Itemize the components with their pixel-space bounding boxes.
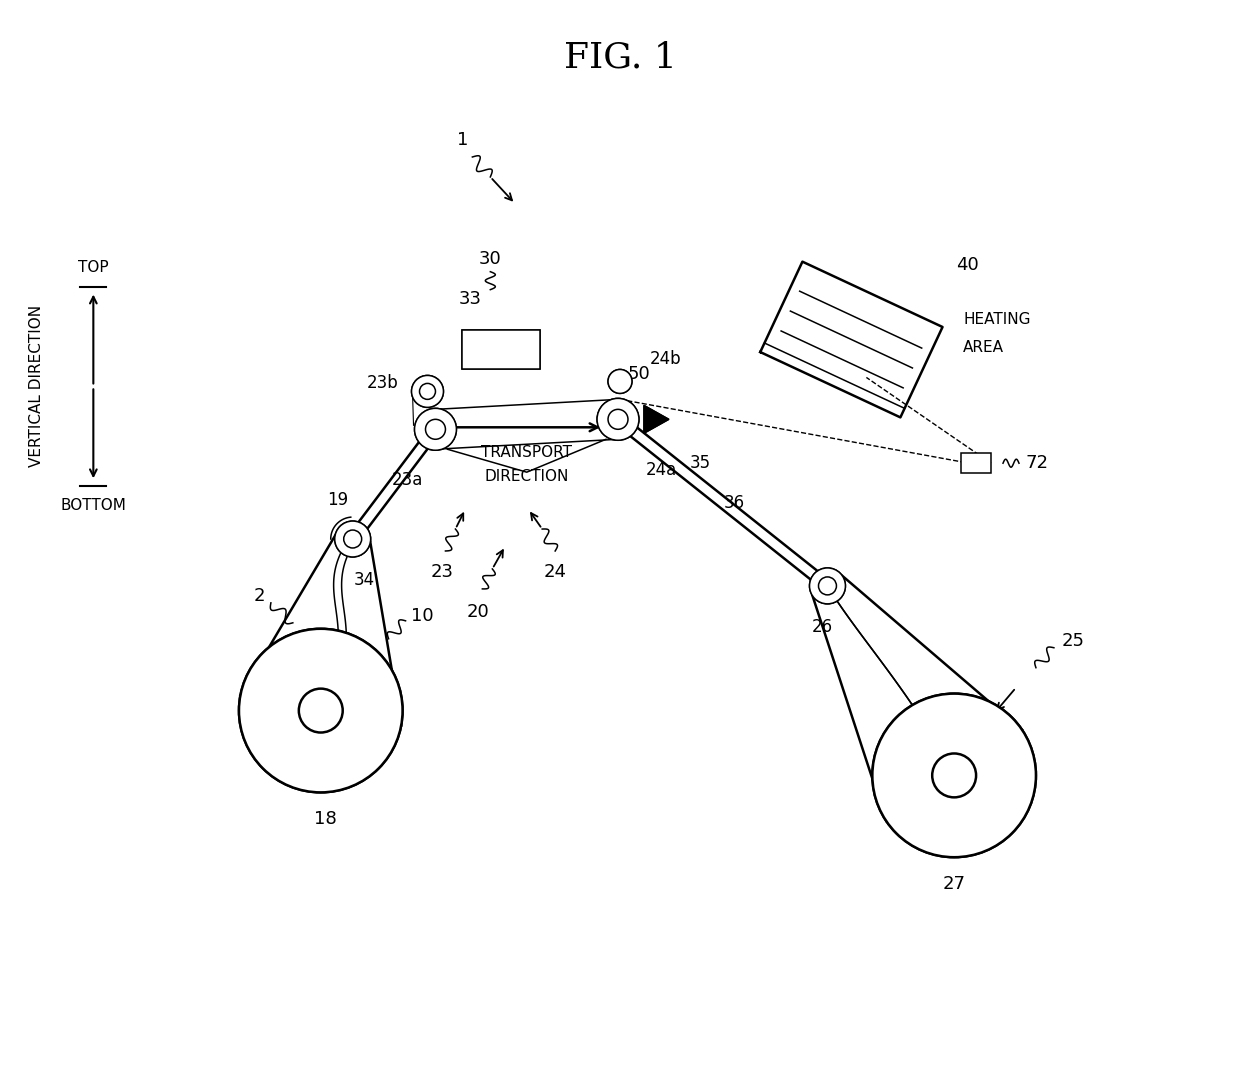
Text: 72: 72 xyxy=(1025,454,1049,472)
Text: 35: 35 xyxy=(689,454,711,472)
Circle shape xyxy=(818,577,837,595)
Circle shape xyxy=(810,568,846,603)
Circle shape xyxy=(873,694,1035,858)
Bar xyxy=(961,453,991,473)
Polygon shape xyxy=(615,415,831,590)
Text: 40: 40 xyxy=(956,255,978,274)
Circle shape xyxy=(239,628,403,792)
Circle shape xyxy=(818,577,837,595)
Polygon shape xyxy=(348,425,440,542)
Circle shape xyxy=(419,383,435,399)
Circle shape xyxy=(412,375,444,407)
Text: TOP: TOP xyxy=(78,260,109,275)
Text: 23a: 23a xyxy=(392,471,423,489)
Text: 23: 23 xyxy=(432,563,454,580)
Circle shape xyxy=(425,419,445,440)
Circle shape xyxy=(932,754,976,798)
Text: 10: 10 xyxy=(410,607,433,625)
Circle shape xyxy=(596,398,639,441)
Text: 24b: 24b xyxy=(650,350,682,369)
Circle shape xyxy=(335,521,371,558)
Circle shape xyxy=(608,370,632,394)
Circle shape xyxy=(412,375,444,407)
Text: 24: 24 xyxy=(543,563,567,580)
Bar xyxy=(463,329,541,370)
Circle shape xyxy=(414,408,456,451)
Circle shape xyxy=(299,688,342,732)
Circle shape xyxy=(425,419,445,440)
Text: 25: 25 xyxy=(1061,632,1085,650)
Text: 23b: 23b xyxy=(367,374,398,393)
Text: 18: 18 xyxy=(315,811,337,828)
Text: 26: 26 xyxy=(812,618,833,636)
Circle shape xyxy=(608,370,632,394)
Text: 50: 50 xyxy=(627,365,650,383)
Bar xyxy=(463,329,541,370)
Text: AREA: AREA xyxy=(963,340,1004,355)
Circle shape xyxy=(414,408,456,451)
Text: 1: 1 xyxy=(456,131,467,149)
Text: BOTTOM: BOTTOM xyxy=(61,499,126,513)
Text: VERTICAL DIRECTION: VERTICAL DIRECTION xyxy=(29,305,43,467)
Text: 36: 36 xyxy=(724,494,745,512)
Text: 19: 19 xyxy=(327,491,348,509)
Text: 34: 34 xyxy=(355,571,376,589)
Circle shape xyxy=(873,694,1035,858)
Circle shape xyxy=(343,530,362,548)
Text: TRANSPORT: TRANSPORT xyxy=(481,445,572,460)
Circle shape xyxy=(299,688,342,732)
Circle shape xyxy=(343,530,362,548)
Text: 33: 33 xyxy=(459,289,482,308)
Text: DIRECTION: DIRECTION xyxy=(485,469,569,484)
Text: 2: 2 xyxy=(253,587,264,604)
Text: FIG. 1: FIG. 1 xyxy=(563,40,677,74)
Text: 30: 30 xyxy=(479,250,502,267)
Circle shape xyxy=(335,521,371,558)
Polygon shape xyxy=(644,406,668,433)
Circle shape xyxy=(596,398,639,441)
Circle shape xyxy=(810,568,846,603)
Circle shape xyxy=(608,409,627,429)
Circle shape xyxy=(239,628,403,792)
Text: 27: 27 xyxy=(942,875,966,894)
Circle shape xyxy=(419,383,435,399)
Circle shape xyxy=(932,754,976,798)
Text: HEATING: HEATING xyxy=(963,312,1030,327)
Polygon shape xyxy=(644,406,668,433)
Circle shape xyxy=(608,409,627,429)
Text: 20: 20 xyxy=(467,603,490,621)
Text: 24a: 24a xyxy=(646,461,677,479)
